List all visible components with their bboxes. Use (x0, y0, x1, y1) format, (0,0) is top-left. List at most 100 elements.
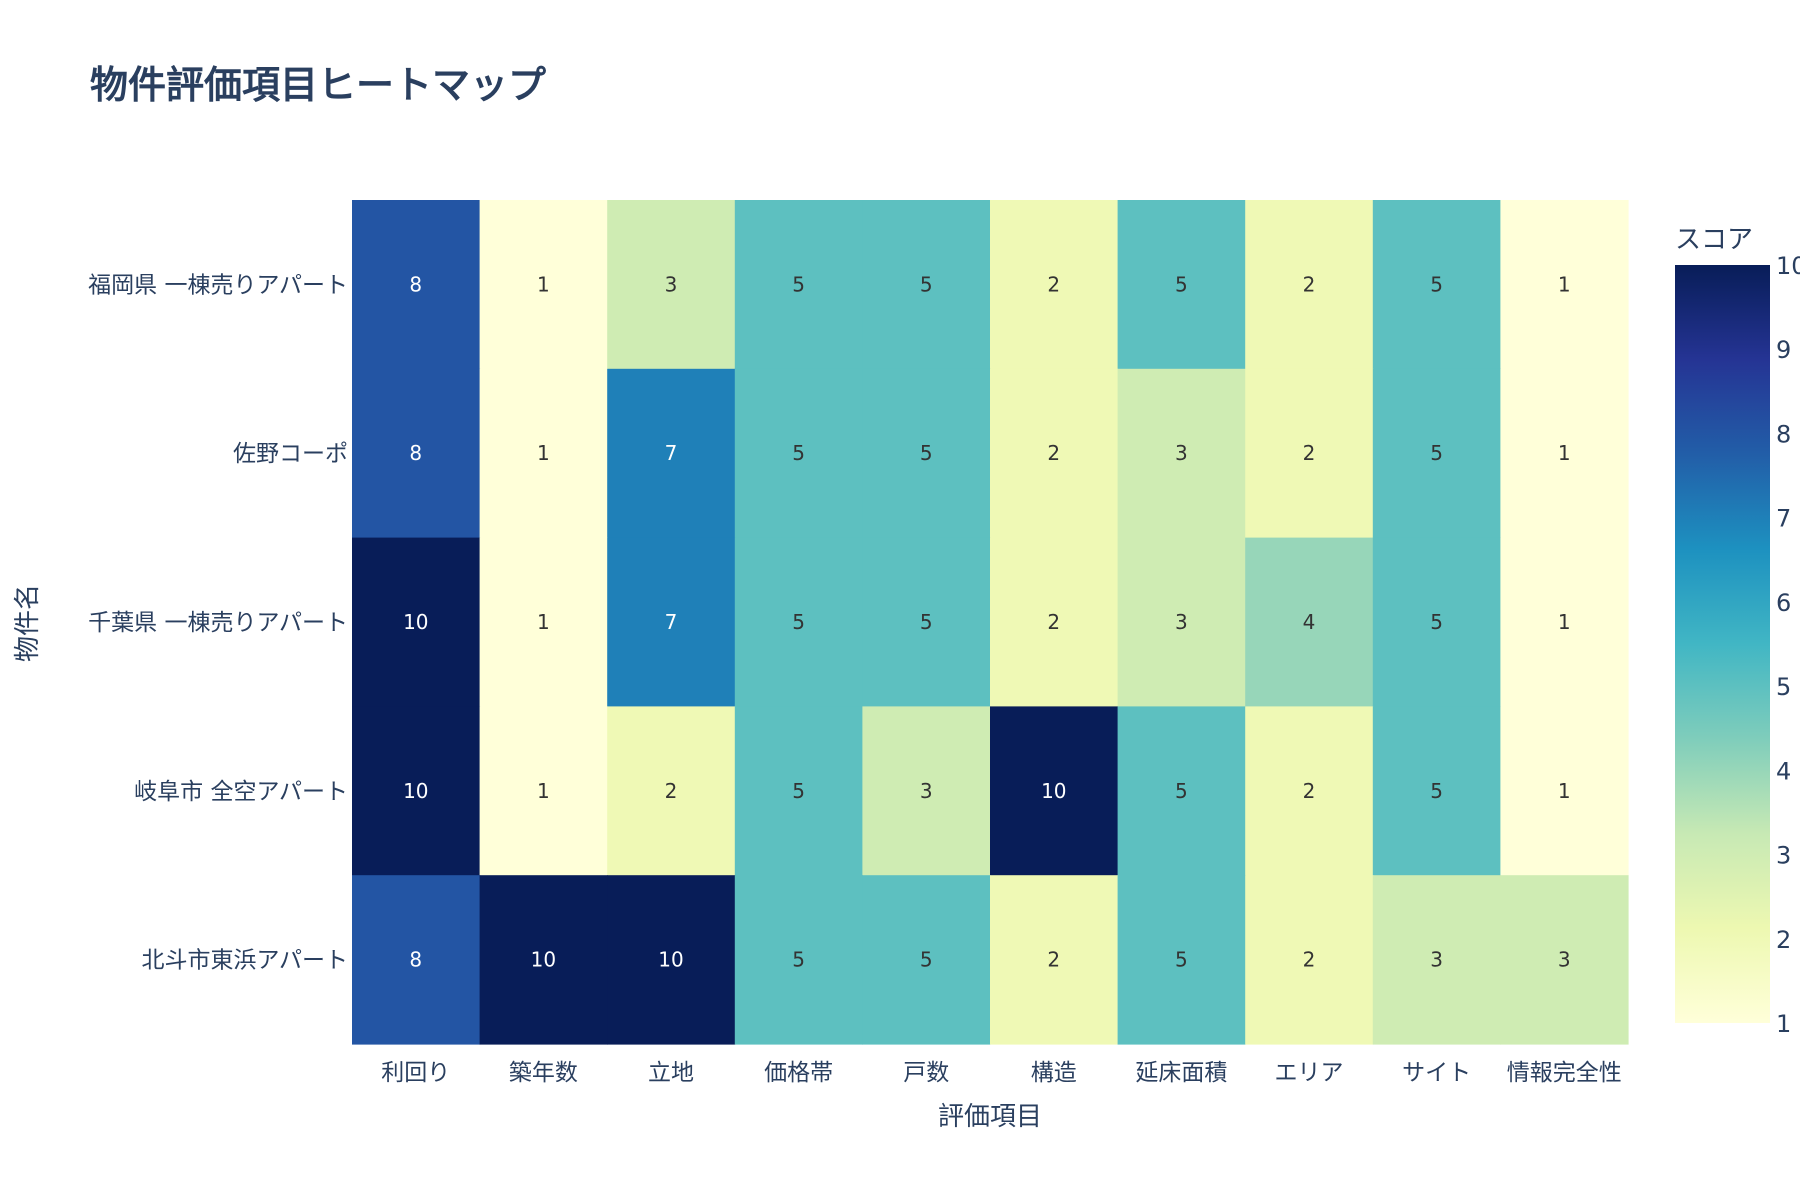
heatmap-cell-label: 1 (537, 779, 550, 803)
colorbar-tick-label: 5 (1776, 673, 1791, 701)
heatmap-cell (1117, 875, 1246, 1045)
heatmap-cell (990, 875, 1119, 1045)
x-axis-ticks: 利回り 築年数 立地 価格帯 戸数 構造 延床面積 エリア サイト 情報完全性 (381, 1060, 1621, 1086)
heatmap-cell-label: 5 (920, 610, 933, 634)
heatmap-cell-label: 2 (1303, 779, 1316, 803)
colorbar (1675, 265, 1770, 1023)
heatmap-cell (607, 537, 736, 707)
heatmap-cell-label: 8 (409, 272, 422, 296)
heatmap-cell (607, 368, 736, 539)
heatmap-cell (1500, 200, 1629, 370)
y-axis-title: 物件名 (13, 584, 43, 662)
heatmap-cell (1372, 200, 1501, 370)
heatmap-cell (352, 537, 481, 707)
heatmap-cell-label: 5 (1430, 272, 1443, 296)
heatmap-cell (352, 875, 481, 1045)
heatmap-cell (352, 368, 481, 539)
y-tick-label: 千葉県 一棟売りアパート (88, 610, 348, 636)
heatmap-cell (734, 875, 863, 1045)
heatmap-cell-label: 2 (1047, 610, 1060, 634)
heatmap-cells (352, 200, 1629, 1045)
colorbar-tick-label: 4 (1776, 757, 1791, 785)
heatmap-cell-label: 5 (1175, 779, 1188, 803)
heatmap-cell-label: 10 (658, 948, 683, 972)
heatmap-cell-label: 5 (920, 272, 933, 296)
heatmap-cell (990, 537, 1119, 707)
x-tick-label: サイト (1402, 1060, 1471, 1086)
heatmap-cell (1500, 537, 1629, 707)
heatmap-cell (1372, 875, 1501, 1045)
heatmap-cell-label: 1 (1558, 779, 1571, 803)
heatmap-cell-label: 2 (1303, 948, 1316, 972)
y-tick-label: 岐阜市 全空アパート (134, 779, 348, 805)
heatmap-cell-label: 4 (1303, 610, 1316, 634)
heatmap-cell-label: 2 (1303, 441, 1316, 465)
heatmap-cell-label: 5 (920, 441, 933, 465)
heatmap-cell (479, 537, 608, 707)
x-tick-label: 延床面積 (1135, 1060, 1227, 1086)
heatmap-cell (1245, 368, 1374, 539)
heatmap-cell (1245, 706, 1374, 876)
heatmap-cell-label: 5 (920, 948, 933, 972)
heatmap-cell (1245, 200, 1374, 370)
colorbar-tick-label: 2 (1776, 926, 1791, 954)
heatmap-cell (862, 537, 991, 707)
x-tick-label: 戸数 (903, 1060, 949, 1086)
heatmap-cell-labels: 8 1 3 5 5 2 5 2 5 1 8 1 7 5 5 2 3 2 5 1 10 1 7 5 5 2 3 4 5 1 10 1 2 5 3 10 5… (403, 272, 1570, 971)
colorbar-tick-label: 8 (1776, 420, 1791, 448)
y-tick-label: 福岡県 一棟売りアパート (88, 272, 348, 298)
heatmap-cell-label: 5 (792, 779, 805, 803)
heatmap-cell (990, 368, 1119, 539)
heatmap-cell-label: 3 (920, 779, 933, 803)
heatmap-cell-label: 2 (1047, 948, 1060, 972)
heatmap-cell-label: 2 (1047, 441, 1060, 465)
heatmap-cell-label: 2 (1303, 272, 1316, 296)
heatmap-cell (862, 200, 991, 370)
colorbar-tick-label: 6 (1776, 589, 1791, 617)
heatmap-cell (607, 875, 736, 1045)
heatmap-cell-label: 5 (1430, 779, 1443, 803)
heatmap-cell-label: 1 (1558, 272, 1571, 296)
heatmap-cell-label: 5 (1175, 948, 1188, 972)
heatmap-cell-label: 10 (403, 779, 428, 803)
heatmap-cell-label: 3 (665, 272, 678, 296)
x-tick-label: 構造 (1031, 1060, 1077, 1086)
heatmap-cell-label: 5 (792, 948, 805, 972)
heatmap-cell-label: 2 (665, 779, 678, 803)
y-tick-label: 佐野コーポ (233, 441, 348, 467)
heatmap-cell-label: 5 (1175, 272, 1188, 296)
heatmap-cell (734, 368, 863, 539)
colorbar-tick-label: 1 (1776, 1010, 1791, 1038)
heatmap-cell-label: 10 (1041, 779, 1066, 803)
heatmap-cell-label: 1 (1558, 610, 1571, 634)
colorbar-title: スコア (1675, 225, 1753, 255)
heatmap-cell-label: 10 (531, 948, 556, 972)
heatmap-cell (479, 706, 608, 876)
chart-title: 物件評価項目ヒートマップ (90, 63, 546, 107)
colorbar-tick-label: 10 (1776, 252, 1800, 280)
colorbar-ticks: 1 2 3 4 5 6 7 8 9 10 (1776, 252, 1800, 1038)
heatmap-cell (734, 200, 863, 370)
heatmap-cell-label: 1 (537, 610, 550, 634)
heatmap-cell (1117, 200, 1246, 370)
heatmap-cell-label: 8 (409, 948, 422, 972)
heatmap-cell (1117, 706, 1246, 876)
heatmap-cell-label: 8 (409, 441, 422, 465)
heatmap-cell (607, 706, 736, 876)
heatmap-cell (1372, 706, 1501, 876)
heatmap-cell-label: 1 (537, 272, 550, 296)
heatmap-cell (479, 368, 608, 539)
heatmap-cell-label: 5 (792, 272, 805, 296)
heatmap-cell-label: 5 (1430, 610, 1443, 634)
heatmap-cell-label: 2 (1047, 272, 1060, 296)
heatmap-cell-label: 10 (403, 610, 428, 634)
heatmap-cell (862, 706, 991, 876)
heatmap-cell (1245, 537, 1374, 707)
colorbar-tick-label: 7 (1776, 505, 1791, 533)
heatmap-cell (862, 368, 991, 539)
heatmap-cell (1500, 368, 1629, 539)
colorbar-tick-label: 3 (1776, 842, 1791, 870)
